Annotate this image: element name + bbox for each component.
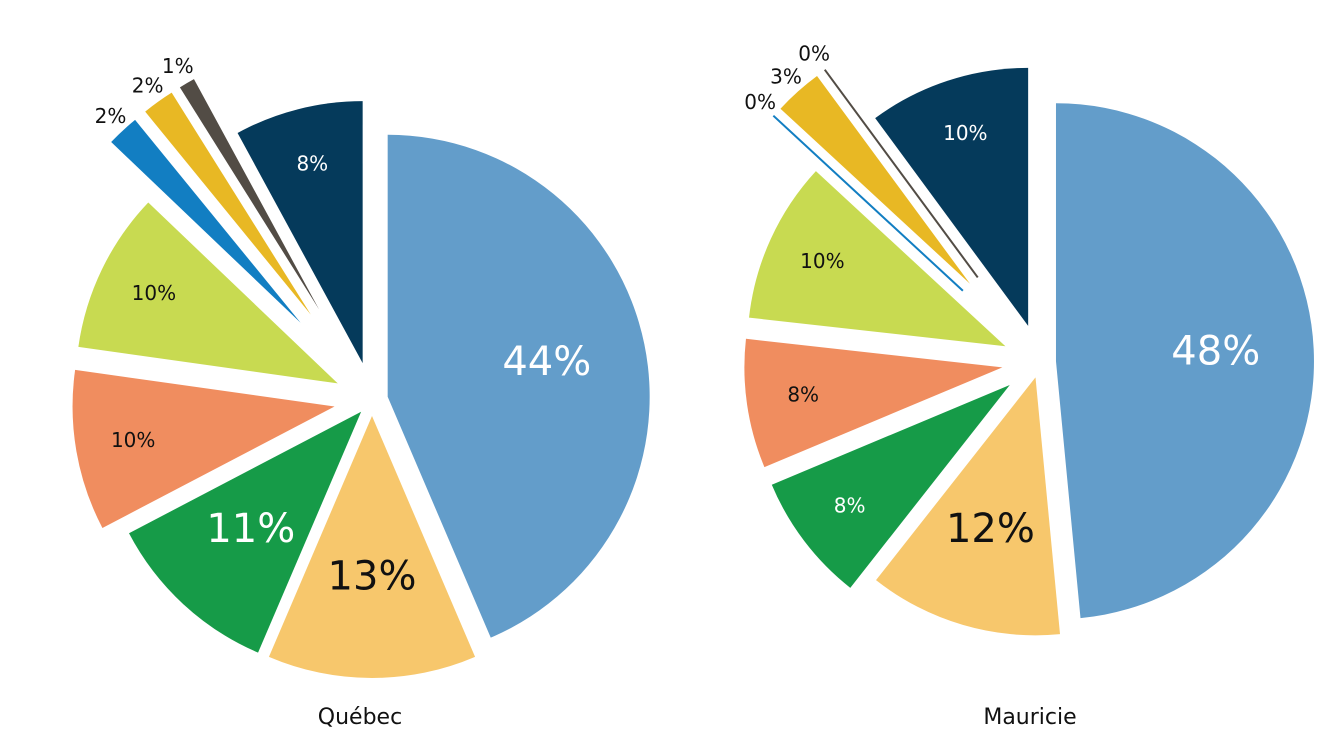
data-label: 10% xyxy=(132,281,176,305)
data-label: 0% xyxy=(744,90,776,114)
data-label: 1% xyxy=(162,54,194,78)
pie-slice xyxy=(145,92,311,315)
data-label: 48% xyxy=(1171,329,1260,375)
data-label: 2% xyxy=(95,104,127,128)
pie-slice xyxy=(1055,103,1314,619)
data-label: 11% xyxy=(206,506,295,552)
data-label: 8% xyxy=(787,383,819,407)
data-label: 10% xyxy=(800,249,844,273)
data-label: 0% xyxy=(798,42,830,66)
pie-slice xyxy=(749,171,1006,347)
pie-title: Québec xyxy=(318,705,402,730)
data-label: 2% xyxy=(132,74,164,98)
pie-slice xyxy=(237,101,363,364)
data-label: 10% xyxy=(111,428,155,452)
pie-slice xyxy=(744,338,1003,468)
data-label: 8% xyxy=(834,493,866,517)
pie-slice xyxy=(78,202,338,384)
pie-slice xyxy=(780,75,970,284)
data-label: 12% xyxy=(946,506,1035,552)
pie-slice xyxy=(179,79,320,310)
pie-slice xyxy=(771,385,1010,588)
data-label: 44% xyxy=(502,339,591,385)
pie-slice xyxy=(128,411,362,653)
pie-title: Mauricie xyxy=(983,705,1076,730)
pie-slice xyxy=(823,69,979,279)
pie-slice xyxy=(772,114,964,292)
data-label: 8% xyxy=(296,152,328,176)
pie-slice xyxy=(876,377,1061,636)
data-label: 13% xyxy=(328,553,417,599)
data-label: 10% xyxy=(943,121,987,145)
pie-slice xyxy=(268,416,476,678)
pie-slice xyxy=(387,134,650,638)
pie-slice xyxy=(875,67,1029,326)
pie-slice xyxy=(72,369,335,528)
data-label: 3% xyxy=(770,65,802,89)
pie-slice xyxy=(111,119,301,323)
